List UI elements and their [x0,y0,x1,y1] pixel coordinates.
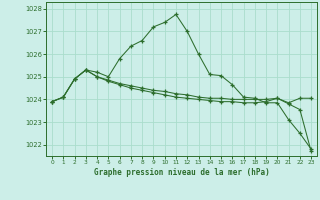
X-axis label: Graphe pression niveau de la mer (hPa): Graphe pression niveau de la mer (hPa) [94,168,269,177]
